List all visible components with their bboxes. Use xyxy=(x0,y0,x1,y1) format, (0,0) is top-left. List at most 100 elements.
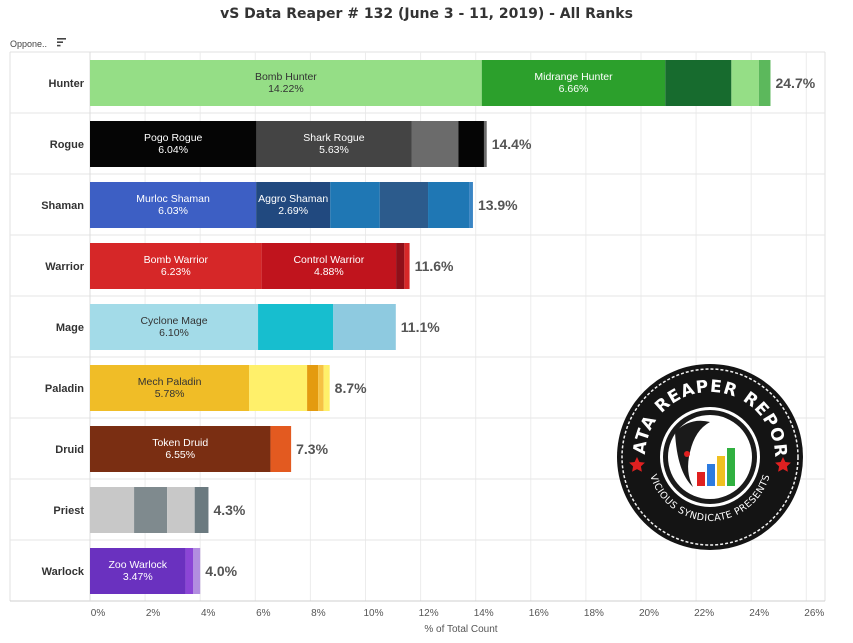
total-label: 11.1% xyxy=(401,319,440,335)
total-label: 4.0% xyxy=(205,563,237,579)
bar-segment[interactable] xyxy=(469,182,473,228)
bar-segment[interactable] xyxy=(330,182,380,228)
bar-segment[interactable] xyxy=(323,365,330,411)
x-tick-label: 4% xyxy=(201,608,216,619)
x-axis-label: % of Total Count xyxy=(424,624,497,635)
x-tick-label: 16% xyxy=(529,608,549,619)
segment-label: Shark Rogue xyxy=(303,132,364,144)
category-label: Paladin xyxy=(45,383,84,395)
segment-value-label: 4.88% xyxy=(314,266,344,278)
opponent-header[interactable]: Oppone.. xyxy=(10,39,48,49)
bar-segment[interactable] xyxy=(249,365,308,411)
segment-label: Bomb Hunter xyxy=(255,71,317,83)
bar-row-priest: Priest 4.3% xyxy=(53,487,246,533)
x-tick-label: 20% xyxy=(639,608,659,619)
category-label: Rogue xyxy=(50,139,84,151)
bar-segment[interactable] xyxy=(333,304,396,350)
total-label: 7.3% xyxy=(296,441,328,457)
bar-segment[interactable] xyxy=(270,426,292,472)
segment-label: Bomb Warrior xyxy=(144,254,209,266)
bar-segment[interactable] xyxy=(318,365,324,411)
bar-segment[interactable] xyxy=(256,182,331,228)
segment-value-label: 6.66% xyxy=(559,83,589,95)
total-label: 14.4% xyxy=(492,136,532,152)
x-tick-label: 24% xyxy=(749,608,769,619)
category-label: Priest xyxy=(53,505,84,517)
segment-label: Pogo Rogue xyxy=(144,132,203,144)
segment-value-label: 5.78% xyxy=(155,388,185,400)
segment-label: Control Warrior xyxy=(293,254,364,266)
bar-segment[interactable] xyxy=(396,243,405,289)
x-tick-label: 2% xyxy=(146,608,161,619)
sort-icon[interactable] xyxy=(57,38,67,47)
x-tick-label: 26% xyxy=(804,608,824,619)
bar-segment[interactable] xyxy=(193,548,201,594)
segment-label: Mech Paladin xyxy=(138,376,202,388)
x-tick-label: 22% xyxy=(694,608,714,619)
total-label: 13.9% xyxy=(478,197,518,213)
x-tick-label: 10% xyxy=(363,608,383,619)
segment-label: Midrange Hunter xyxy=(534,71,613,83)
bar-segment[interactable] xyxy=(90,365,250,411)
bar-segment[interactable] xyxy=(307,365,319,411)
category-label: Warrior xyxy=(45,261,84,273)
bar-segment[interactable] xyxy=(90,548,186,594)
bar-segment[interactable] xyxy=(411,121,459,167)
bar-segment[interactable] xyxy=(258,304,334,350)
x-tick-label: 6% xyxy=(256,608,271,619)
x-tick-label: 0% xyxy=(91,608,106,619)
bar-segment[interactable] xyxy=(256,121,412,167)
bar-segment[interactable] xyxy=(90,182,257,228)
segment-value-label: 6.23% xyxy=(161,266,191,278)
category-label: Druid xyxy=(55,444,84,456)
bar-segment[interactable] xyxy=(483,121,487,167)
segment-value-label: 2.69% xyxy=(278,205,308,217)
segment-label: Aggro Shaman xyxy=(258,193,328,205)
bar-segment[interactable] xyxy=(404,243,410,289)
bar-segment[interactable] xyxy=(90,121,257,167)
bar-segment[interactable] xyxy=(90,60,482,106)
bar-segment[interactable] xyxy=(758,60,771,106)
bar-segment[interactable] xyxy=(261,243,397,289)
segment-value-label: 14.22% xyxy=(268,83,304,95)
bar-segment[interactable] xyxy=(90,243,262,289)
category-label: Shaman xyxy=(41,200,84,212)
bar-segment[interactable] xyxy=(90,426,271,472)
x-tick-label: 18% xyxy=(584,608,604,619)
segment-label: Cyclone Mage xyxy=(140,315,207,327)
segment-value-label: 5.63% xyxy=(319,144,349,156)
total-label: 4.3% xyxy=(213,502,245,518)
bar-segment[interactable] xyxy=(167,487,195,533)
bar-segment[interactable] xyxy=(194,487,209,533)
total-label: 11.6% xyxy=(415,258,454,274)
bar-segment[interactable] xyxy=(428,182,470,228)
segment-value-label: 6.10% xyxy=(159,327,189,339)
segment-label: Token Druid xyxy=(152,437,208,449)
reaper-logo-icon: DATA REAPER REPORT VICIOUS SYNDICATE PRE… xyxy=(615,362,803,550)
bar-segment[interactable] xyxy=(185,548,194,594)
category-label: Hunter xyxy=(49,78,85,90)
total-label: 24.7% xyxy=(775,75,815,91)
bar-segment[interactable] xyxy=(458,121,484,167)
bar-segment[interactable] xyxy=(481,60,666,106)
bar-segment[interactable] xyxy=(134,487,168,533)
segment-value-label: 6.55% xyxy=(165,449,195,461)
total-label: 8.7% xyxy=(335,380,367,396)
bar-segment[interactable] xyxy=(379,182,429,228)
bar-segment[interactable] xyxy=(90,304,259,350)
segment-value-label: 6.03% xyxy=(158,205,188,217)
segment-label: Zoo Warlock xyxy=(109,559,168,571)
category-label: Mage xyxy=(56,322,84,334)
bar-segment[interactable] xyxy=(90,487,135,533)
segment-label: Murloc Shaman xyxy=(136,193,210,205)
bar-segment[interactable] xyxy=(731,60,759,106)
chart-title: vS Data Reaper # 132 (June 3 - 11, 2019)… xyxy=(220,6,633,22)
bar-segment[interactable] xyxy=(665,60,732,106)
segment-value-label: 3.47% xyxy=(123,571,153,583)
